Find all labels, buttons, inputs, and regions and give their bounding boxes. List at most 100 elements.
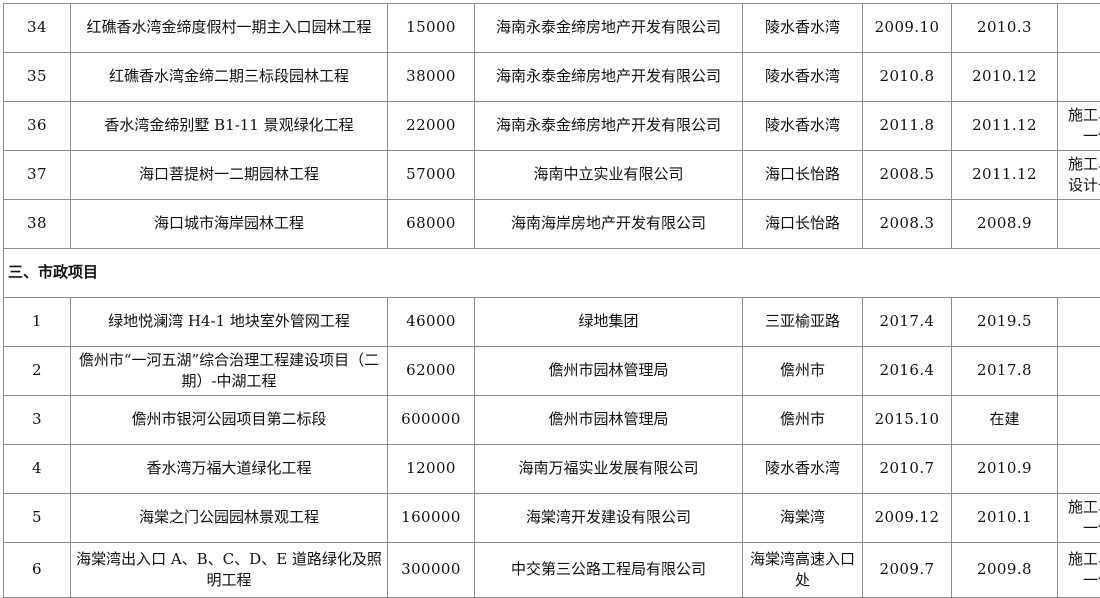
- row-start-date: 2009.10: [863, 4, 952, 53]
- row-amount: 38000: [388, 53, 475, 102]
- row-end-date: 2011.12: [952, 151, 1058, 200]
- row-index: 1: [4, 298, 71, 347]
- row-project-name: 儋州市“一河五湖”综合治理工程建设项目（二期）-中湖工程: [71, 347, 388, 396]
- row-location: 海棠湾: [743, 494, 863, 543]
- row-project-name: 红礁香水湾金缔二期三标段园林工程: [71, 53, 388, 102]
- section-title: 三、市政项目: [4, 249, 1100, 298]
- row-amount: 160000: [388, 494, 475, 543]
- row-start-date: 2010.7: [863, 445, 952, 494]
- row-owner: 海南永泰金缔房地产开发有限公司: [475, 53, 743, 102]
- table-row[interactable]: 4 香水湾万福大道绿化工程 12000 海南万福实业发展有限公司 陵水香水湾 2…: [4, 445, 1100, 494]
- document-page: 34 红礁香水湾金缔度假村一期主入口园林工程 15000 海南永泰金缔房地产开发…: [0, 3, 1100, 558]
- table-row[interactable]: 35 红礁香水湾金缔二期三标段园林工程 38000 海南永泰金缔房地产开发有限公…: [4, 53, 1100, 102]
- row-index: 3: [4, 396, 71, 445]
- row-location: 儋州市: [743, 396, 863, 445]
- row-owner: 绿地集团: [475, 298, 743, 347]
- row-owner: 海南永泰金缔房地产开发有限公司: [475, 102, 743, 151]
- table-row[interactable]: 34 红礁香水湾金缔度假村一期主入口园林工程 15000 海南永泰金缔房地产开发…: [4, 4, 1100, 53]
- row-index: 4: [4, 445, 71, 494]
- row-location: 海口长怡路: [743, 200, 863, 249]
- row-owner: 海南万福实业发展有限公司: [475, 445, 743, 494]
- row-start-date: 2009.7: [863, 543, 952, 598]
- row-start-date: 2017.4: [863, 298, 952, 347]
- row-note: [1058, 4, 1100, 53]
- row-owner: 海南海岸房地产开发有限公司: [475, 200, 743, 249]
- table-row[interactable]: 36 香水湾金缔别墅 B1-11 景观绿化工程 22000 海南永泰金缔房地产开…: [4, 102, 1100, 151]
- row-location: 陵水香水湾: [743, 53, 863, 102]
- row-note: [1058, 298, 1100, 347]
- row-index: 35: [4, 53, 71, 102]
- row-project-name: 香水湾万福大道绿化工程: [71, 445, 388, 494]
- row-index: 5: [4, 494, 71, 543]
- row-note: [1058, 445, 1100, 494]
- row-start-date: 2008.5: [863, 151, 952, 200]
- row-amount: 62000: [388, 347, 475, 396]
- project-table-body: 34 红礁香水湾金缔度假村一期主入口园林工程 15000 海南永泰金缔房地产开发…: [4, 4, 1100, 598]
- row-index: 2: [4, 347, 71, 396]
- row-amount: 57000: [388, 151, 475, 200]
- table-row[interactable]: 37 海口菩提树一二期园林工程 57000 海南中立实业有限公司 海口长怡路 2…: [4, 151, 1100, 200]
- row-owner: 海南中立实业有限公司: [475, 151, 743, 200]
- row-end-date: 2009.8: [952, 543, 1058, 598]
- row-owner: 海棠湾开发建设有限公司: [475, 494, 743, 543]
- row-index: 6: [4, 543, 71, 598]
- row-start-date: 2015.10: [863, 396, 952, 445]
- table-row[interactable]: 6 海棠湾出入口 A、B、C、D、E 道路绿化及照明工程 300000 中交第三…: [4, 543, 1100, 598]
- row-location: 陵水香水湾: [743, 102, 863, 151]
- row-owner: 中交第三公路工程局有限公司: [475, 543, 743, 598]
- row-location: 儋州市: [743, 347, 863, 396]
- row-index: 38: [4, 200, 71, 249]
- section-header-row: 三、市政项目: [4, 249, 1100, 298]
- row-note: 施工、设计一体化: [1058, 102, 1100, 151]
- row-start-date: 2011.8: [863, 102, 952, 151]
- row-amount: 46000: [388, 298, 475, 347]
- table-row[interactable]: 3 儋州市银河公园项目第二标段 600000 儋州市园林管理局 儋州市 2015…: [4, 396, 1100, 445]
- row-note: [1058, 396, 1100, 445]
- project-table: 34 红礁香水湾金缔度假村一期主入口园林工程 15000 海南永泰金缔房地产开发…: [3, 3, 1100, 598]
- row-end-date: 2010.12: [952, 53, 1058, 102]
- row-start-date: 2010.8: [863, 53, 952, 102]
- table-row[interactable]: 2 儋州市“一河五湖”综合治理工程建设项目（二期）-中湖工程 62000 儋州市…: [4, 347, 1100, 396]
- row-project-name: 绿地悦澜湾 H4-1 地块室外管网工程: [71, 298, 388, 347]
- row-project-name: 儋州市银河公园项目第二标段: [71, 396, 388, 445]
- row-project-name: 海棠湾出入口 A、B、C、D、E 道路绿化及照明工程: [71, 543, 388, 598]
- row-owner: 儋州市园林管理局: [475, 396, 743, 445]
- row-project-name: 海棠之门公园园林景观工程: [71, 494, 388, 543]
- row-location: 陵水香水湾: [743, 445, 863, 494]
- row-note: 施工、设计一体化: [1058, 543, 1100, 598]
- row-amount: 600000: [388, 396, 475, 445]
- row-owner: 儋州市园林管理局: [475, 347, 743, 396]
- table-row[interactable]: 38 海口城市海岸园林工程 68000 海南海岸房地产开发有限公司 海口长怡路 …: [4, 200, 1100, 249]
- row-project-name: 红礁香水湾金缔度假村一期主入口园林工程: [71, 4, 388, 53]
- row-end-date: 在建: [952, 396, 1058, 445]
- row-end-date: 2010.3: [952, 4, 1058, 53]
- row-project-name: 海口菩提树一二期园林工程: [71, 151, 388, 200]
- row-note: [1058, 200, 1100, 249]
- table-row[interactable]: 1 绿地悦澜湾 H4-1 地块室外管网工程 46000 绿地集团 三亚榆亚路 2…: [4, 298, 1100, 347]
- row-end-date: 2017.8: [952, 347, 1058, 396]
- row-project-name: 香水湾金缔别墅 B1-11 景观绿化工程: [71, 102, 388, 151]
- row-index: 36: [4, 102, 71, 151]
- row-owner: 海南永泰金缔房地产开发有限公司: [475, 4, 743, 53]
- row-index: 37: [4, 151, 71, 200]
- row-note: [1058, 53, 1100, 102]
- row-location: 三亚榆亚路: [743, 298, 863, 347]
- row-note: 施工、设计一体化: [1058, 494, 1100, 543]
- row-start-date: 2009.12: [863, 494, 952, 543]
- row-end-date: 2010.1: [952, 494, 1058, 543]
- row-note: [1058, 347, 1100, 396]
- row-index: 34: [4, 4, 71, 53]
- row-amount: 22000: [388, 102, 475, 151]
- table-row[interactable]: 5 海棠之门公园园林景观工程 160000 海棠湾开发建设有限公司 海棠湾 20…: [4, 494, 1100, 543]
- row-amount: 12000: [388, 445, 475, 494]
- row-end-date: 2011.12: [952, 102, 1058, 151]
- row-amount: 15000: [388, 4, 475, 53]
- row-note: 施工、深化设计一体化: [1058, 151, 1100, 200]
- row-location: 海棠湾高速入口处: [743, 543, 863, 598]
- row-start-date: 2016.4: [863, 347, 952, 396]
- row-project-name: 海口城市海岸园林工程: [71, 200, 388, 249]
- row-end-date: 2019.5: [952, 298, 1058, 347]
- row-location: 海口长怡路: [743, 151, 863, 200]
- row-start-date: 2008.3: [863, 200, 952, 249]
- row-location: 陵水香水湾: [743, 4, 863, 53]
